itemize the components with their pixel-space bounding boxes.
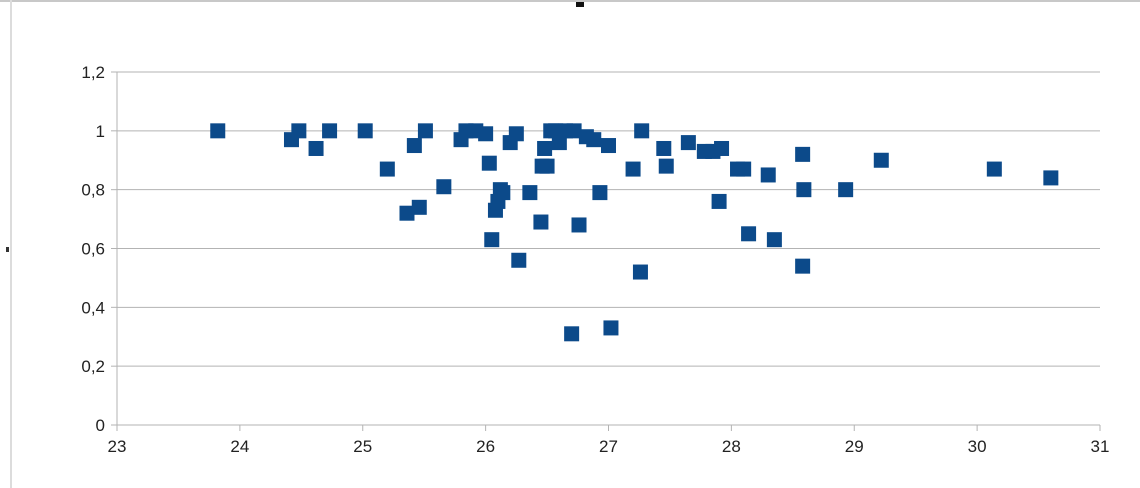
data-point xyxy=(601,138,616,154)
data-point xyxy=(511,252,527,268)
data-point xyxy=(357,123,373,139)
x-tick-label: 26 xyxy=(476,437,495,456)
x-tick-label: 29 xyxy=(845,437,864,456)
data-point xyxy=(711,193,727,209)
data-point xyxy=(417,123,433,139)
data-point xyxy=(564,326,580,342)
data-point xyxy=(656,140,672,156)
data-point xyxy=(508,126,524,142)
data-point xyxy=(481,155,497,171)
y-tick-label: 0,6 xyxy=(81,240,105,259)
data-point xyxy=(795,146,811,162)
data-point xyxy=(741,226,757,242)
data-point xyxy=(680,135,696,151)
x-tick-label: 23 xyxy=(108,437,127,456)
data-point xyxy=(533,214,549,230)
data-point xyxy=(571,217,587,233)
data-point xyxy=(760,167,776,183)
data-point xyxy=(210,123,226,139)
x-tick-label: 28 xyxy=(722,437,741,456)
data-point xyxy=(478,126,494,142)
data-point xyxy=(484,232,500,248)
data-point xyxy=(632,264,648,280)
frame-left-edge xyxy=(10,0,12,488)
x-tick-label: 25 xyxy=(353,437,372,456)
y-tick-label: 0 xyxy=(96,416,105,435)
data-point xyxy=(566,123,582,139)
data-point xyxy=(714,140,730,156)
data-point xyxy=(322,123,338,139)
data-point xyxy=(586,132,602,148)
data-point xyxy=(406,138,422,154)
y-tick-label: 1 xyxy=(96,122,105,141)
x-tick-label: 27 xyxy=(599,437,618,456)
data-point xyxy=(411,199,427,215)
data-point xyxy=(551,135,567,151)
data-point xyxy=(522,185,538,201)
data-point xyxy=(986,161,1002,177)
data-point xyxy=(436,179,452,195)
tick-labels: 0 0,2 0,4 0,6 0,8 1 1,2 23 24 25 26 27 28 29 30 31 xyxy=(81,63,1109,456)
data-point xyxy=(625,161,641,177)
data-point xyxy=(291,123,307,139)
data-point xyxy=(308,140,324,156)
data-point xyxy=(838,182,854,198)
data-point xyxy=(537,140,553,156)
data-point xyxy=(873,152,889,168)
data-point xyxy=(634,123,650,139)
data-point xyxy=(766,232,782,248)
y-tick-label: 0,8 xyxy=(81,181,105,200)
gridlines xyxy=(117,71,1100,367)
resize-handle-left[interactable] xyxy=(6,247,9,252)
data-point xyxy=(603,320,619,336)
data-point xyxy=(592,185,608,201)
data-point xyxy=(736,161,752,177)
y-tick-label: 1,2 xyxy=(81,63,105,82)
data-point xyxy=(539,158,555,174)
x-tick-label: 30 xyxy=(968,437,987,456)
data-points xyxy=(210,123,1059,342)
y-tick-label: 0,2 xyxy=(81,357,105,376)
x-tick-label: 24 xyxy=(230,437,249,456)
data-point xyxy=(495,185,511,201)
data-point xyxy=(795,258,811,274)
data-point xyxy=(379,161,395,177)
data-point xyxy=(399,205,415,221)
data-point xyxy=(1043,170,1059,186)
data-point xyxy=(796,182,812,198)
x-tick-label: 31 xyxy=(1091,437,1110,456)
axes xyxy=(111,71,1101,431)
y-tick-label: 0,4 xyxy=(81,298,105,317)
resize-handle-top[interactable] xyxy=(576,2,584,7)
data-point xyxy=(658,158,674,174)
